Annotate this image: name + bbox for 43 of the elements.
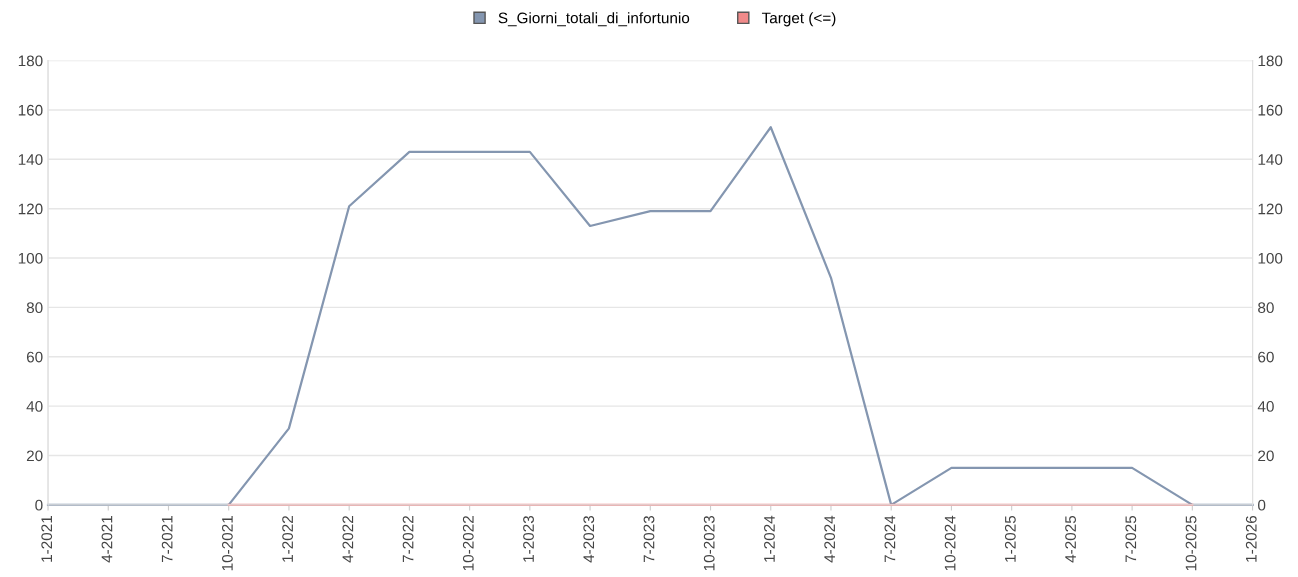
x-tick-label: 1-2024 xyxy=(764,515,775,562)
x-tick-label: 4-2024 xyxy=(824,515,836,563)
y-tick-label: 160 xyxy=(18,104,43,116)
x-tick-label: 7-2024 xyxy=(884,515,896,563)
y-tick-label: 140 xyxy=(18,154,43,165)
x-tick-label: 1-2022 xyxy=(282,516,294,562)
y2-tick-label: 80 xyxy=(1258,302,1274,314)
y2-tick-label: 0 xyxy=(1258,499,1266,511)
x-tick-label: 7-2023 xyxy=(643,515,655,563)
x-tick-label: 10-2023 xyxy=(703,515,715,571)
legend-label: Target (<=) xyxy=(761,12,836,27)
x-tick-label: 1-2021 xyxy=(41,516,53,562)
x-tick-label: 10-2021 xyxy=(221,516,233,571)
x-tick-label: 4-2023 xyxy=(583,515,595,563)
y2-tick-label: 140 xyxy=(1258,154,1283,165)
y-tick-label: 0 xyxy=(35,499,43,511)
y-tick-label: 180 xyxy=(18,55,43,67)
x-tick-label: 10-2024 xyxy=(944,515,956,571)
y-tick-label: 80 xyxy=(26,302,43,314)
x-tick-label: 1-2026 xyxy=(1245,515,1257,562)
x-tick-label: 4-2022 xyxy=(342,516,354,563)
x-tick-label: 7-2021 xyxy=(161,516,173,563)
x-tick-label: 7-2025 xyxy=(1125,515,1137,563)
x-tick-label: 10-2022 xyxy=(462,516,474,571)
y2-tick-label: 160 xyxy=(1258,104,1283,116)
x-tick-label: 4-2021 xyxy=(101,516,113,563)
y2-tick-label: 120 xyxy=(1258,203,1283,215)
y2-tick-label: 100 xyxy=(1258,252,1283,264)
x-tick-label: 1-2025 xyxy=(1004,515,1016,562)
y2-tick-label: 60 xyxy=(1258,351,1274,363)
x-tick-label: 1-2023 xyxy=(523,515,534,562)
y2-tick-label: 20 xyxy=(1258,450,1274,462)
y-tick-label: 60 xyxy=(26,351,43,363)
x-tick-label: 4-2025 xyxy=(1065,515,1076,563)
y-tick-label: 120 xyxy=(18,203,43,215)
legend-label: S_Giorni_totali_di_infortunio xyxy=(498,12,690,27)
y2-tick-label: 180 xyxy=(1258,55,1283,67)
y2-tick-label: 40 xyxy=(1257,401,1274,412)
y-tick-label: 20 xyxy=(26,450,43,462)
y-tick-label: 100 xyxy=(18,252,43,264)
x-tick-label: 7-2022 xyxy=(402,516,414,563)
x-tick-label: 10-2025 xyxy=(1185,515,1197,571)
y-tick-label: 40 xyxy=(26,401,43,412)
